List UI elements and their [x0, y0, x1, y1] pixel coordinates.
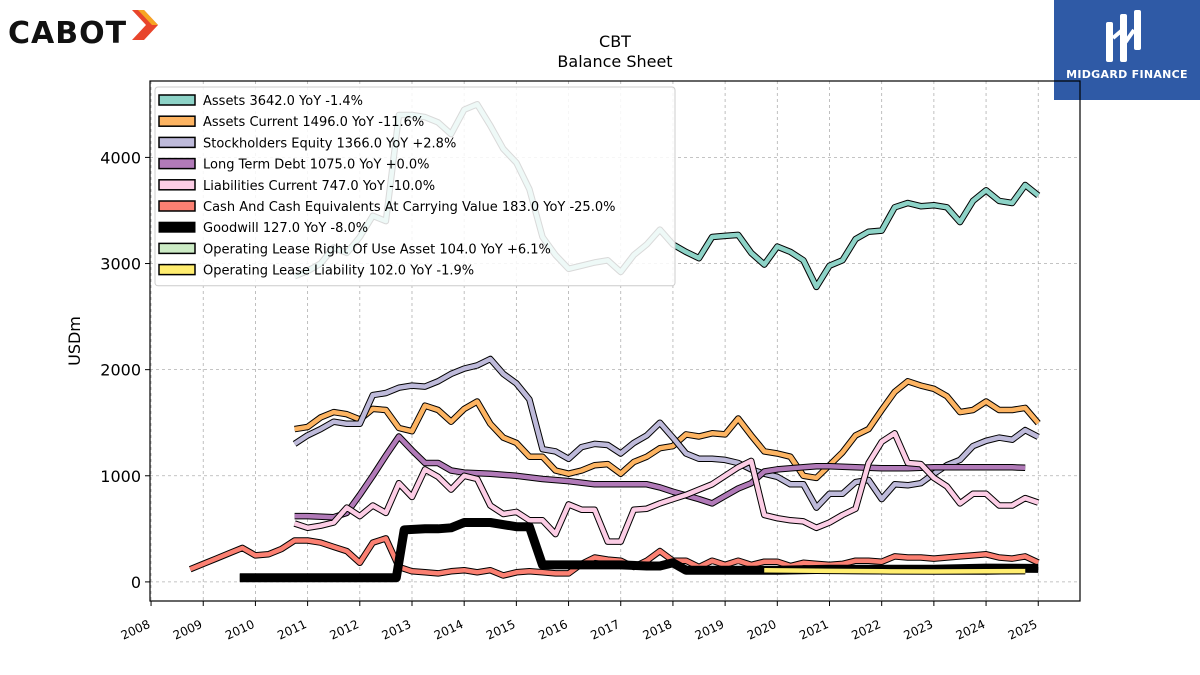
legend-label: Long Term Debt 1075.0 YoY +0.0% — [203, 158, 430, 173]
chart-title: CBT — [599, 32, 631, 51]
legend-label: Operating Lease Right Of Use Asset 104.0… — [203, 242, 551, 257]
x-tick-label: 2019 — [693, 617, 727, 643]
legend-label: Goodwill 127.0 YoY -8.0% — [203, 221, 368, 236]
legend-swatch — [158, 157, 196, 170]
legend-label: Assets Current 1496.0 YoY -11.6% — [203, 115, 424, 130]
legend-swatch — [158, 179, 196, 191]
legend-label: Cash And Cash Equivalents At Carrying Va… — [203, 200, 615, 215]
x-tick-label: 2020 — [745, 617, 779, 643]
legend-label: Operating Lease Liability 102.0 YoY -1.9… — [203, 264, 474, 279]
chart-title-block: CBT Balance Sheet — [150, 32, 1080, 72]
x-tick-label: 2014 — [432, 617, 466, 643]
legend-swatch — [158, 136, 196, 149]
legend-swatch — [158, 200, 196, 212]
series-line — [293, 356, 1040, 510]
y-tick-label: 1000 — [100, 467, 141, 486]
legend-swatch — [158, 263, 196, 276]
legend-swatch — [158, 221, 196, 233]
plot-frame — [149, 80, 1081, 602]
y-axis-label: USDm — [65, 316, 84, 366]
series-line — [764, 567, 1026, 574]
cabot-logo: CABOT — [4, 4, 164, 52]
legend-box — [154, 86, 676, 287]
series-line — [293, 431, 1039, 544]
midgard-finance-logo: MIDGARD FINANCE — [1054, 0, 1200, 100]
legend-swatch — [158, 242, 196, 255]
x-tick-label: 2021 — [797, 617, 831, 643]
x-tick-label: 2013 — [380, 617, 414, 643]
x-tick-label: 2015 — [484, 617, 518, 643]
x-tick-label: 2024 — [954, 617, 988, 643]
legend: Assets 3642.0 YoY -1.4% Assets Current 14… — [154, 86, 676, 287]
legend-label: Liabilities Current 747.0 YoY -10.0% — [203, 179, 435, 194]
midgard-wordmark: MIDGARD FINANCE — [1066, 68, 1188, 81]
x-tick-label: 2010 — [223, 617, 257, 643]
legend-label: Stockholders Equity 1366.0 YoY +2.8% — [203, 136, 456, 151]
y-tick-label: 2000 — [100, 361, 141, 380]
x-tick-label: 2008 — [119, 617, 153, 643]
chart-subtitle: Balance Sheet — [557, 52, 673, 71]
x-tick-label: 2011 — [275, 617, 309, 643]
x-tick-label: 2012 — [327, 617, 361, 643]
legend-swatch — [158, 94, 196, 106]
x-tick-label: 2023 — [902, 617, 936, 643]
y-tick-label: 4000 — [100, 148, 141, 167]
legend-swatch — [158, 115, 196, 127]
x-tick-label: 2018 — [641, 617, 675, 643]
y-tick-label: 0 — [131, 573, 141, 592]
cabot-chevron-icon — [132, 10, 158, 40]
x-tick-label: 2025 — [1006, 617, 1040, 643]
series-line — [189, 536, 1040, 578]
x-tick-label: 2016 — [536, 617, 570, 643]
y-tick-label: 3000 — [100, 255, 141, 274]
cabot-wordmark: CABOT — [8, 16, 128, 51]
midgard-emblem-icon — [1106, 10, 1141, 62]
series-line — [294, 379, 1040, 481]
x-tick-label: 2017 — [588, 617, 622, 643]
x-tick-label: 2009 — [171, 617, 205, 643]
x-tick-label: 2022 — [849, 617, 883, 643]
legend-label: Assets 3642.0 YoY -1.4% — [203, 94, 363, 109]
